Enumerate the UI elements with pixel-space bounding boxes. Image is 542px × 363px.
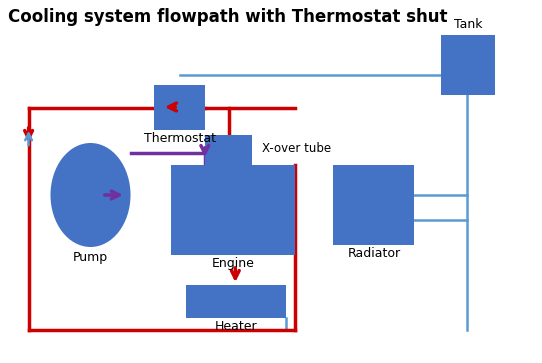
Bar [171, 165, 295, 255]
Bar [154, 85, 205, 130]
Text: Thermostat: Thermostat [144, 132, 216, 145]
Text: Heater: Heater [215, 320, 257, 333]
Text: Radiator: Radiator [347, 247, 401, 260]
Text: Cooling system flowpath with Thermostat shut: Cooling system flowpath with Thermostat … [8, 8, 447, 26]
Text: X-over tube: X-over tube [262, 142, 331, 155]
Text: Tank: Tank [454, 18, 482, 31]
Bar [441, 35, 495, 95]
Text: Pump: Pump [73, 251, 108, 264]
Text: Engine: Engine [212, 257, 255, 270]
Bar [205, 135, 253, 165]
Bar [186, 285, 286, 318]
Bar [333, 165, 415, 245]
Ellipse shape [50, 143, 131, 247]
